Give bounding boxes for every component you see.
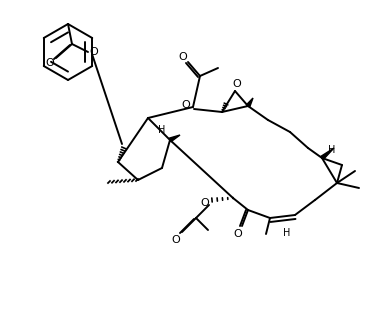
Text: O: O — [201, 198, 209, 208]
Text: H: H — [158, 125, 166, 135]
Text: O: O — [233, 79, 241, 89]
Polygon shape — [169, 135, 180, 142]
Polygon shape — [246, 98, 253, 107]
Text: O: O — [45, 58, 55, 68]
Text: O: O — [233, 229, 243, 239]
Text: H: H — [283, 228, 291, 238]
Polygon shape — [321, 148, 334, 160]
Text: O: O — [171, 235, 180, 245]
Text: H: H — [328, 145, 336, 155]
Text: O: O — [89, 47, 99, 57]
Text: O: O — [179, 52, 187, 62]
Text: O: O — [182, 100, 190, 110]
